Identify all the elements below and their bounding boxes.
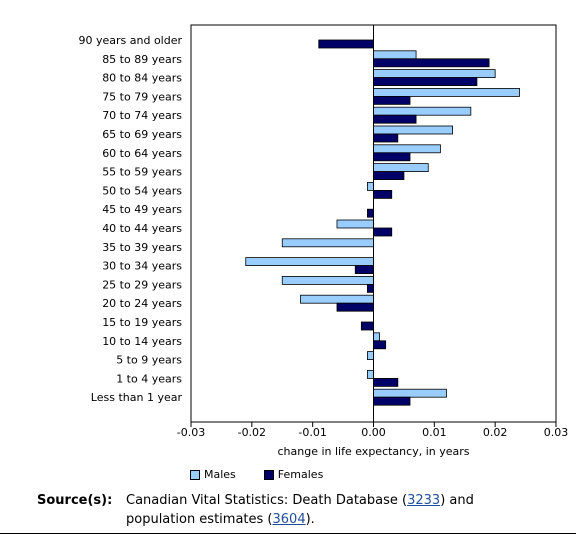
category-label: 70 to 74 years xyxy=(102,109,182,122)
bar-females-15 xyxy=(360,321,374,331)
bar-males-19 xyxy=(373,388,447,398)
source-text: Canadian Vital Statistics: Death Databas… xyxy=(126,491,506,529)
category-label: 50 to 54 years xyxy=(102,184,182,197)
bar-males-7 xyxy=(373,163,429,173)
bar-females-1 xyxy=(373,58,490,68)
bottom-divider xyxy=(0,533,576,534)
x-tick-label: 0.03 xyxy=(544,426,569,439)
bar-males-16 xyxy=(373,332,380,342)
bar-males-4 xyxy=(373,106,472,116)
legend-item-males: Males xyxy=(190,468,236,481)
bar-females-2 xyxy=(373,77,478,86)
bar-females-9 xyxy=(367,208,374,218)
bar-males-11 xyxy=(281,238,374,248)
bar-males-12 xyxy=(245,257,374,267)
category-label: 75 to 79 years xyxy=(102,90,182,103)
x-axis-title: change in life expectancy, in years xyxy=(277,445,469,458)
source-label: Source(s): xyxy=(37,493,113,508)
bar-males-2 xyxy=(373,69,496,78)
bar-females-8 xyxy=(373,189,393,199)
legend-swatch-females xyxy=(263,469,274,480)
bar-males-1 xyxy=(373,50,417,60)
bar-males-17 xyxy=(367,351,374,361)
source-link-3233[interactable]: 3233 xyxy=(407,493,441,508)
bar-males-13 xyxy=(281,275,374,285)
category-label: 45 to 49 years xyxy=(102,203,182,216)
legend-swatch-males xyxy=(190,469,200,480)
bar-males-5 xyxy=(373,125,453,135)
bar-males-10 xyxy=(336,219,374,229)
category-label: 20 to 24 years xyxy=(102,297,182,310)
category-label: 1 to 4 years xyxy=(116,372,182,385)
legend-label-males: Males xyxy=(204,468,236,481)
category-label: 15 to 19 years xyxy=(102,316,182,329)
source-text-after: ). xyxy=(305,512,315,527)
bar-females-0 xyxy=(318,39,374,49)
x-tick-label: 0.02 xyxy=(483,426,508,439)
category-label: Less than 1 year xyxy=(91,391,183,404)
category-label: 5 to 9 years xyxy=(116,354,182,367)
x-tick-label: -0.03 xyxy=(177,426,205,439)
bar-females-13 xyxy=(367,283,374,293)
category-label: 35 to 39 years xyxy=(102,241,182,254)
category-label: 85 to 89 years xyxy=(102,53,182,66)
x-tick-label: 0.00 xyxy=(361,426,386,439)
legend-item-females: Females xyxy=(263,468,324,481)
category-label: 90 years and older xyxy=(78,34,182,47)
bar-females-6 xyxy=(373,152,411,162)
bar-males-14 xyxy=(300,294,374,304)
bar-females-16 xyxy=(373,340,387,350)
bar-males-18 xyxy=(367,369,374,379)
bar-females-3 xyxy=(373,96,411,105)
category-label: 40 to 44 years xyxy=(102,222,182,235)
category-label: 65 to 69 years xyxy=(102,128,182,141)
bar-males-6 xyxy=(373,144,441,154)
bar-females-18 xyxy=(373,377,399,387)
bar-females-5 xyxy=(373,133,399,143)
source-text-middle: ) and population estimates ( xyxy=(126,493,474,527)
bar-males-8 xyxy=(367,181,374,191)
bars-group xyxy=(245,39,520,406)
bar-females-10 xyxy=(373,227,393,237)
x-tick-label: -0.02 xyxy=(238,426,266,439)
source-text-before: Canadian Vital Statistics: Death Databas… xyxy=(126,493,408,508)
category-label: 10 to 14 years xyxy=(102,335,182,348)
bar-females-14 xyxy=(336,302,374,312)
life-expectancy-chart: 90 years and older 85 to 89 years 80 to 84… xyxy=(78,24,568,458)
category-label: 25 to 29 years xyxy=(102,278,182,291)
x-tick-label: 0.01 xyxy=(422,426,447,439)
bar-females-12 xyxy=(354,265,374,275)
source-link-3604[interactable]: 3604 xyxy=(272,512,306,527)
legend-label-females: Females xyxy=(277,468,324,481)
category-label: 55 to 59 years xyxy=(102,166,182,179)
category-labels: 90 years and older 85 to 89 years 80 to 84… xyxy=(78,34,182,404)
bar-males-3 xyxy=(373,88,520,97)
category-label: 60 to 64 years xyxy=(102,147,182,160)
category-label: 80 to 84 years xyxy=(102,72,182,85)
bar-females-19 xyxy=(373,396,411,406)
legend: Males Females xyxy=(190,468,323,481)
bar-females-7 xyxy=(373,171,405,181)
x-tick-label: -0.01 xyxy=(298,426,326,439)
bar-females-4 xyxy=(373,114,417,124)
category-label: 30 to 34 years xyxy=(102,260,182,273)
x-axis-ticks: -0.03 -0.02 -0.01 0.00 0.01 0.02 0.03 xyxy=(177,422,568,439)
